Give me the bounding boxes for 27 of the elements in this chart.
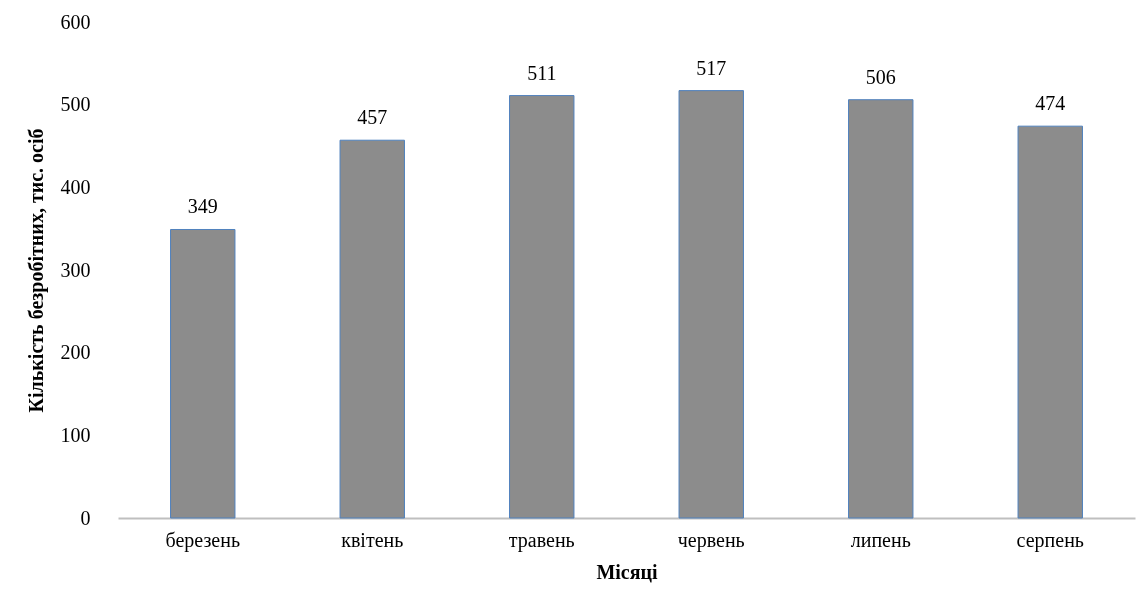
y-tick-label: 100 [60, 423, 91, 446]
y-tick-label: 500 [60, 93, 91, 116]
data-label: 457 [357, 106, 388, 129]
x-tick-label: серпень [1016, 528, 1084, 552]
bar [848, 99, 914, 519]
x-tick-label: липень [850, 528, 911, 551]
data-label: 517 [696, 56, 727, 79]
data-label: 506 [865, 65, 896, 88]
bar [678, 90, 744, 519]
bar [1017, 125, 1083, 519]
x-tick-label: травень [508, 528, 575, 552]
y-tick-label: 200 [60, 341, 91, 364]
bar [509, 95, 575, 519]
y-tick-label: 400 [60, 175, 91, 198]
y-tick-label: 300 [60, 258, 91, 281]
y-axis-title: Кількість безробітних, тис. осіб [24, 128, 48, 413]
bar [339, 139, 405, 519]
x-axis-title: Місяці [596, 560, 659, 583]
y-tick-label: 0 [80, 506, 91, 529]
data-label: 474 [1035, 92, 1066, 115]
x-tick-label: квітень [341, 528, 404, 551]
x-tick-label: червень [677, 528, 745, 552]
bar [170, 228, 236, 519]
x-tick-label: березень [165, 528, 241, 552]
data-label: 349 [187, 195, 218, 218]
y-tick-label: 600 [60, 10, 91, 33]
data-label: 511 [527, 61, 557, 84]
